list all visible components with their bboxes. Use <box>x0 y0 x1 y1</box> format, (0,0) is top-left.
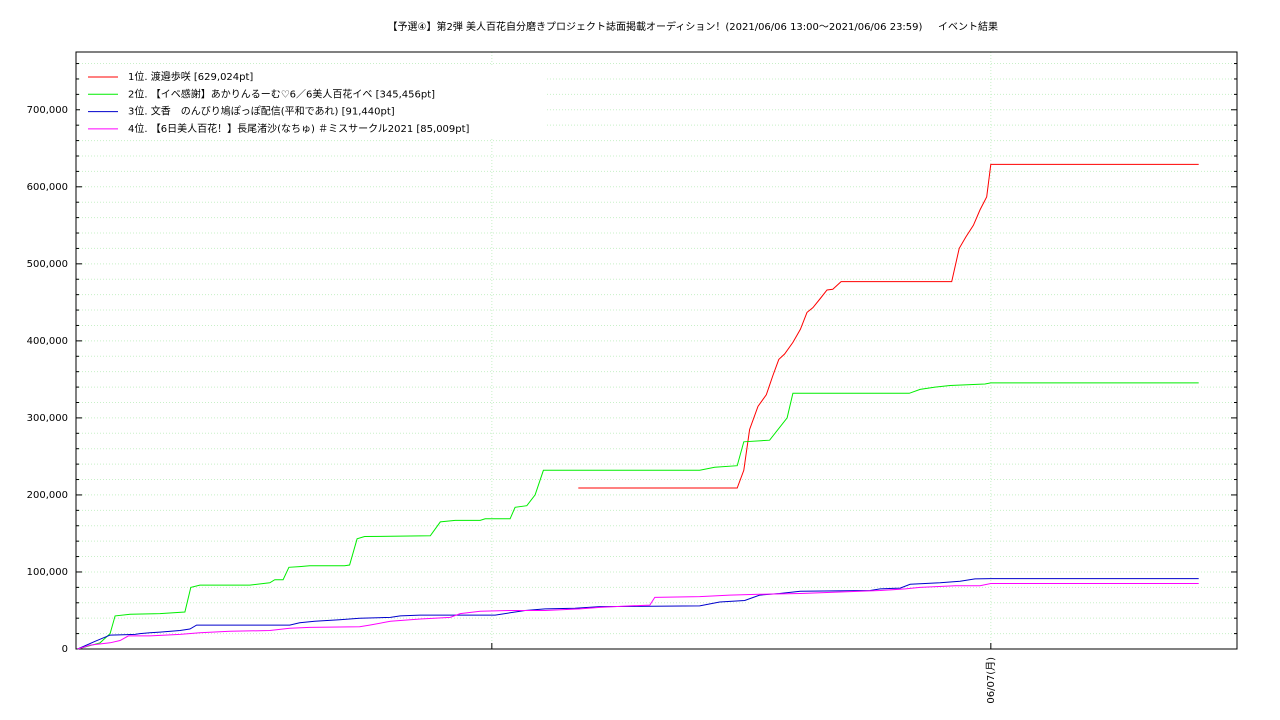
legend-label: 3位. 文香 のんびり鳩ぽっぽ配信(平和であれ) [91,440pt] <box>128 105 395 118</box>
y-tick-label: 300,000 <box>27 413 68 424</box>
x-tick-label: 06/07(月) <box>985 657 997 704</box>
plot-frame <box>75 51 1238 650</box>
legend-label: 4位. 【6日美人百花！】長尾渚沙(なちゅ) ＃ミスサークル2021 [85,0… <box>128 122 470 135</box>
y-tick-label: 700,000 <box>27 105 68 116</box>
series-line <box>77 578 1199 650</box>
y-tick-label: 0 <box>62 644 68 655</box>
chart-title: 【予選④】第2弾 美人百花自分磨きプロジェクト誌面掲載オーディション！(2021… <box>388 20 923 33</box>
chart-subtitle: イベント結果 <box>938 20 998 33</box>
y-tick-label: 600,000 <box>27 182 68 193</box>
y-tick-label: 400,000 <box>27 336 68 347</box>
y-tick-label: 200,000 <box>27 490 68 501</box>
series-line <box>77 583 1199 650</box>
legend-label: 2位. 【イベ感謝】あかりんるーむ♡6／6美人百花イベ [345,456pt] <box>128 87 435 100</box>
y-tick-label: 500,000 <box>27 259 68 270</box>
series-line <box>578 163 1199 489</box>
legend-box <box>80 66 546 138</box>
series-line <box>77 382 1199 650</box>
legend-label: 1位. 渡邉歩咲 [629,024pt] <box>128 70 253 83</box>
y-tick-label: 100,000 <box>27 567 68 578</box>
